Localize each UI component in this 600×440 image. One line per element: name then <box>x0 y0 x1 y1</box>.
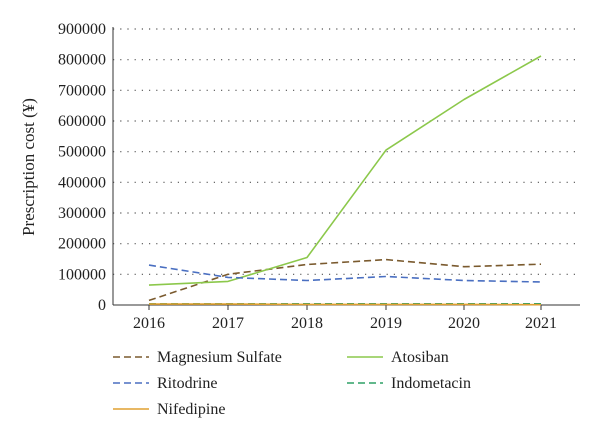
y-tick-label: 500000 <box>58 144 106 161</box>
legend-label: Atosiban <box>391 349 449 366</box>
series-line-ritodrine <box>148 264 542 283</box>
y-tick-label: 700000 <box>58 82 106 99</box>
series-line-magnesium-sulfate <box>148 258 542 302</box>
x-tick-label: 2019 <box>370 315 402 332</box>
y-tick-label: 800000 <box>58 52 106 69</box>
y-tick-label: 900000 <box>58 21 106 38</box>
series-line-nifedipine <box>149 303 542 306</box>
y-tick-label: 100000 <box>58 266 106 283</box>
x-tick-label: 2017 <box>212 315 244 332</box>
series-lines <box>148 55 542 306</box>
x-tick-labels: 2016 2017 2018 2019 2020 2021 <box>133 315 557 332</box>
x-tick-label: 2018 <box>291 315 323 332</box>
x-tick-label: 2021 <box>525 315 557 332</box>
y-tick-label: 600000 <box>58 113 106 130</box>
x-tick-label: 2016 <box>133 315 165 332</box>
y-tick-label: 200000 <box>58 236 106 253</box>
legend: Magnesium Sulfate Atosiban Ritodrine Indome… <box>113 349 471 418</box>
axes <box>112 27 580 310</box>
series-line-atosiban <box>148 55 542 286</box>
legend-label: Ritodrine <box>157 375 217 392</box>
y-tick-label: 400000 <box>58 174 106 191</box>
legend-label: Indometacin <box>391 375 471 392</box>
y-axis-label: Prescription cost (¥) <box>19 98 38 236</box>
legend-label: Nifedipine <box>157 401 225 418</box>
x-tick-label: 2020 <box>448 315 480 332</box>
y-tick-label: 0 <box>98 297 106 314</box>
y-tick-labels: 0 100000 200000 300000 400000 500000 600000 700… <box>58 21 106 314</box>
y-tick-label: 300000 <box>58 205 106 222</box>
gridlines <box>113 28 580 275</box>
legend-label: Magnesium Sulfate <box>157 349 282 366</box>
